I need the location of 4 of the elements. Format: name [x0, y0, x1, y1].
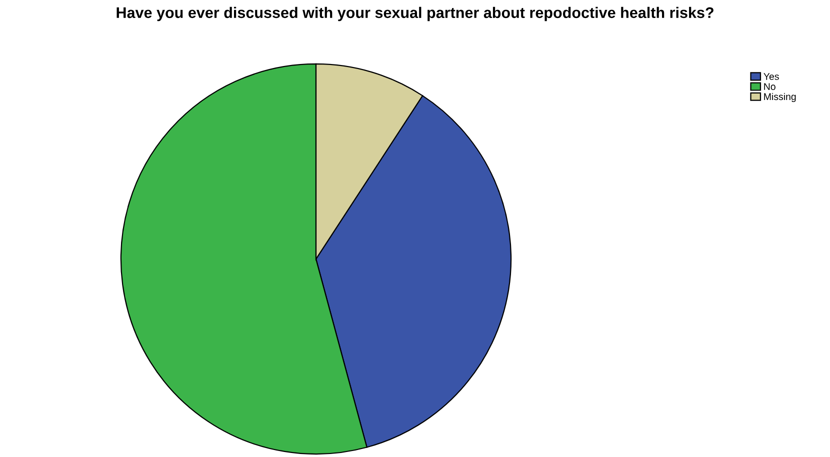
legend-label: No — [764, 83, 776, 90]
legend-label: Yes — [764, 73, 779, 80]
chart-title: Have you ever discussed with your sexual partner about repodoctive health risks? — [116, 6, 714, 22]
legend-label: Missing — [764, 92, 796, 102]
